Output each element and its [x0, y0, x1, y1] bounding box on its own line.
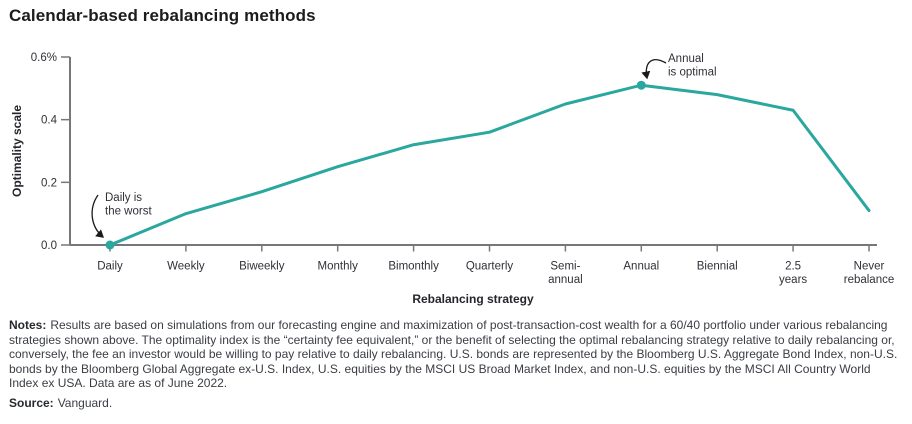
x-tick-label: Quarterly	[466, 261, 514, 273]
x-tick-label: 2.5	[785, 261, 801, 273]
x-tick-label: Semi-	[550, 261, 580, 273]
y-axis-title: Optimality scale	[10, 105, 24, 197]
y-tick-label: 0.6%	[31, 52, 57, 64]
notes-body: Results are based on simulations from ou…	[9, 318, 898, 391]
annotation-arrow	[91, 194, 104, 238]
x-tick-label: rebalance	[844, 274, 895, 286]
x-tick-label: Biennial	[697, 261, 738, 273]
annotation-text: Annual	[668, 53, 704, 65]
source-label: Source:	[9, 396, 54, 410]
x-tick-label: Weekly	[167, 261, 205, 273]
data-line	[108, 83, 871, 247]
y-tick-label: 0.0	[41, 240, 57, 252]
x-tick-label: Annual	[623, 261, 659, 273]
annotation-text: is optimal	[668, 67, 717, 79]
x-tick-label: Biweekly	[239, 261, 285, 273]
x-tick-label: Bimonthly	[388, 261, 439, 273]
annotation-arrow	[641, 59, 667, 80]
x-tick-label: Monthly	[318, 261, 359, 273]
annotation-text: the worst	[105, 206, 152, 218]
data-point-marker	[636, 80, 646, 90]
source-body: Vanguard.	[57, 396, 113, 410]
x-tick-label: years	[779, 274, 807, 286]
x-tick-label: annual	[548, 274, 583, 286]
chart-canvas: 0.0 0.2 0.4 0.6% Daily Weekly Biweekly Monthly B…	[10, 52, 895, 306]
notes-label: Notes:	[9, 318, 47, 332]
x-tick-label: Never	[854, 261, 885, 273]
x-axis-title: Rebalancing strategy	[412, 292, 534, 306]
data-point-marker	[105, 240, 115, 250]
chart-title: Calendar-based rebalancing methods	[9, 6, 316, 25]
y-tick-label: 0.4	[41, 115, 58, 127]
annotation-text: Daily is	[105, 192, 142, 204]
x-tick-label: Daily	[97, 261, 123, 273]
notes: Notes: Results are based on simulations f…	[9, 318, 903, 391]
line-chart: 0.0 0.2 0.4 0.6% Daily Weekly Biweekly Monthly B…	[0, 40, 912, 312]
y-tick-label: 0.2	[41, 177, 57, 189]
source: Source: Vanguard.	[9, 396, 903, 411]
